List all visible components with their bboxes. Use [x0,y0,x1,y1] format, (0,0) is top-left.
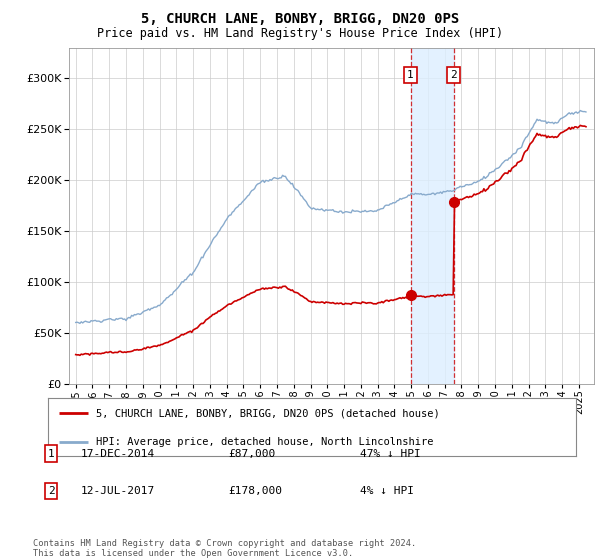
Text: 47% ↓ HPI: 47% ↓ HPI [360,449,421,459]
Text: 2: 2 [47,486,55,496]
Text: 5, CHURCH LANE, BONBY, BRIGG, DN20 0PS: 5, CHURCH LANE, BONBY, BRIGG, DN20 0PS [141,12,459,26]
Text: 2: 2 [450,70,457,80]
Text: £87,000: £87,000 [228,449,275,459]
Text: 4% ↓ HPI: 4% ↓ HPI [360,486,414,496]
Bar [410,48,454,384]
Text: 17-DEC-2014: 17-DEC-2014 [81,449,155,459]
Text: £178,000: £178,000 [228,486,282,496]
Text: 5, CHURCH LANE, BONBY, BRIGG, DN20 0PS (detached house): 5, CHURCH LANE, BONBY, BRIGG, DN20 0PS (… [95,408,439,418]
Text: 1: 1 [47,449,55,459]
Text: Contains HM Land Registry data © Crown copyright and database right 2024.
This d: Contains HM Land Registry data © Crown c… [33,539,416,558]
Text: 12-JUL-2017: 12-JUL-2017 [81,486,155,496]
Text: HPI: Average price, detached house, North Lincolnshire: HPI: Average price, detached house, Nort… [95,437,433,447]
Text: Price paid vs. HM Land Registry's House Price Index (HPI): Price paid vs. HM Land Registry's House … [97,27,503,40]
Text: 1: 1 [407,70,414,80]
